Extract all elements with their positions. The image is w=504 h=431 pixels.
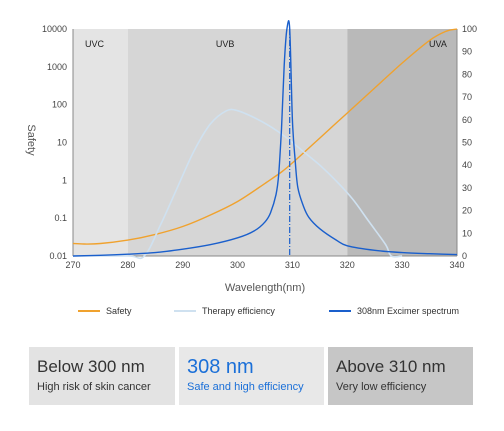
chart-legend: Safety Therapy efficiency 308nm Excimer … — [0, 306, 504, 322]
uv-chart: UVC UVB UVA 270 280 290 300 310 320 330 3400.010.… — [25, 20, 477, 294]
legend-item-therapy: Therapy efficiency — [174, 306, 275, 316]
card-mid-title: 308 nm — [187, 356, 254, 378]
y-right-tick-label: 30 — [462, 183, 472, 193]
series-line-safety — [72, 28, 458, 245]
y-right-tick-label: 40 — [462, 160, 472, 170]
y-left-tick-label: 0.1 — [54, 213, 67, 223]
legend-item-safety: Safety — [78, 306, 132, 316]
y-right-tick-label: 10 — [462, 228, 472, 238]
y-right-tick-label: 100 — [462, 24, 477, 34]
x-tick-label: 290 — [175, 260, 190, 270]
y-right-tick-label: 0 — [462, 251, 467, 261]
y-right-tick-label: 20 — [462, 206, 472, 216]
card-below-title: Below 300 nm — [37, 357, 145, 376]
y-left-tick-label: 1000 — [47, 62, 67, 72]
x-tick-label: 280 — [120, 260, 135, 270]
card-mid-subtitle: Safe and high efficiency — [187, 381, 304, 393]
y-left-tick-label: 10 — [57, 138, 67, 148]
x-tick-label: 320 — [340, 260, 355, 270]
card-above-title: Above 310 nm — [336, 357, 446, 376]
x-tick-label: 310 — [285, 260, 300, 270]
tick-labels: 270 280 290 300 310 320 330 3400.010.1110100100… — [42, 24, 477, 270]
y-right-tick-label: 70 — [462, 92, 472, 102]
card-above-subtitle: Very low efficiency — [336, 381, 427, 393]
card-above-310: Above 310 nm Very low efficiency — [328, 347, 473, 405]
y-right-tick-label: 60 — [462, 115, 472, 125]
card-308: 308 nm Safe and high efficiency — [179, 347, 324, 405]
legend-swatch-excimer — [329, 310, 351, 312]
legend-label-safety: Safety — [106, 306, 132, 316]
card-below-subtitle: High risk of skin cancer — [37, 381, 151, 393]
legend-label-excimer: 308nm Excimer spectrum — [357, 306, 460, 316]
region-label-uvb: UVB — [216, 39, 235, 49]
x-tick-label: 300 — [230, 260, 245, 270]
y-left-tick-label: 0.01 — [49, 251, 67, 261]
region-label-uvc: UVC — [85, 39, 105, 49]
series-line-therapy-efficiency — [72, 108, 403, 260]
legend-item-excimer: 308nm Excimer spectrum — [329, 306, 459, 316]
x-axis-title: Wavelength(nm) — [225, 282, 305, 294]
legend-label-therapy: Therapy efficiency — [202, 306, 275, 316]
x-tick-label: 340 — [449, 260, 464, 270]
card-below-300: Below 300 nm High risk of skin cancer — [29, 347, 175, 405]
x-tick-label: 270 — [65, 260, 80, 270]
series-lines — [72, 20, 458, 260]
y-right-tick-label: 80 — [462, 69, 472, 79]
y-left-tick-label: 10000 — [42, 24, 67, 34]
y-right-tick-label: 90 — [462, 47, 472, 57]
y-left-tick-label: 1 — [62, 175, 67, 185]
info-cards: Below 300 nm High risk of skin cancer 30… — [29, 347, 473, 405]
region-label-uva: UVA — [429, 39, 447, 49]
legend-swatch-therapy — [174, 310, 196, 312]
x-tick-label: 330 — [395, 260, 410, 270]
y-axis-title: Safety — [25, 124, 37, 156]
legend-swatch-safety — [78, 310, 100, 312]
y-left-tick-label: 100 — [52, 100, 67, 110]
series-line-308nm-excimer-spectrum — [72, 20, 458, 257]
region-band-uvc — [73, 29, 128, 256]
y-right-tick-label: 50 — [462, 138, 472, 148]
